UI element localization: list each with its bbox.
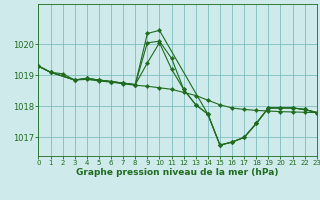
X-axis label: Graphe pression niveau de la mer (hPa): Graphe pression niveau de la mer (hPa) (76, 168, 279, 177)
